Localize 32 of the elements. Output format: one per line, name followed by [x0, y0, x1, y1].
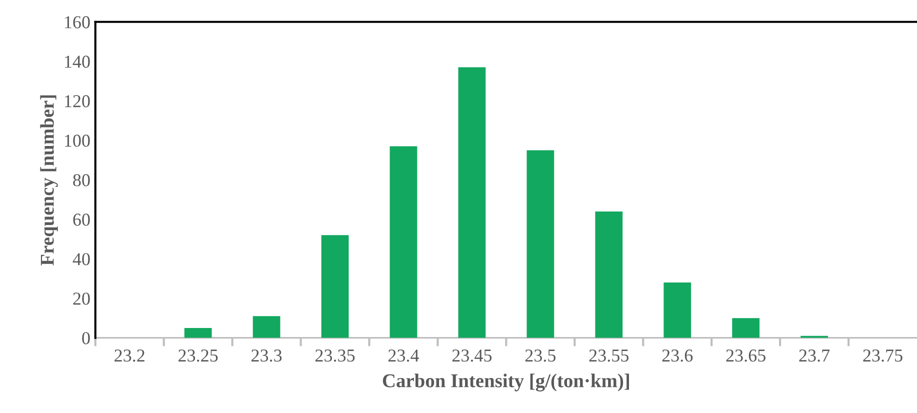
x-tick-label: 23.45: [452, 350, 492, 362]
y-tick-label: 100: [65, 134, 90, 147]
x-tick-label: 23.25: [178, 350, 218, 362]
x-tick-label: 23.5: [525, 350, 556, 362]
x-tick-label: 23.7: [799, 350, 830, 362]
x-tick-label: 23.75: [863, 350, 902, 362]
bar: [526, 150, 554, 338]
x-tick-label: 23.6: [662, 350, 693, 362]
y-axis-title: Frequency [number]: [40, 95, 58, 266]
y-tick-label: 80: [73, 174, 90, 186]
y-tick-label: 40: [72, 253, 90, 266]
bar: [664, 282, 692, 338]
x-tick-label: 23.35: [315, 350, 355, 362]
x-tick-label: 23.4: [388, 350, 419, 362]
y-tick-label: 0: [82, 332, 90, 344]
y-tick-label: 140: [65, 56, 90, 68]
x-tick-label: 23.2: [114, 350, 144, 362]
bar: [458, 67, 486, 338]
x-tick-label: 23.55: [589, 350, 628, 362]
x-axis-title: Carbon Intensity [g/(ton·km)]: [382, 374, 629, 392]
y-tick-label: 120: [65, 95, 90, 108]
y-tick-label: 60: [73, 214, 90, 226]
bar: [252, 316, 280, 338]
bar: [321, 235, 349, 338]
bar: [390, 146, 418, 338]
x-tick-label: 23.3: [252, 350, 282, 362]
bar: [732, 318, 760, 338]
bar: [184, 328, 212, 338]
bar: [595, 211, 623, 338]
y-tick-label: 20: [73, 292, 90, 305]
x-tick-label: 23.65: [726, 350, 766, 362]
y-tick-label: 160: [65, 16, 90, 28]
